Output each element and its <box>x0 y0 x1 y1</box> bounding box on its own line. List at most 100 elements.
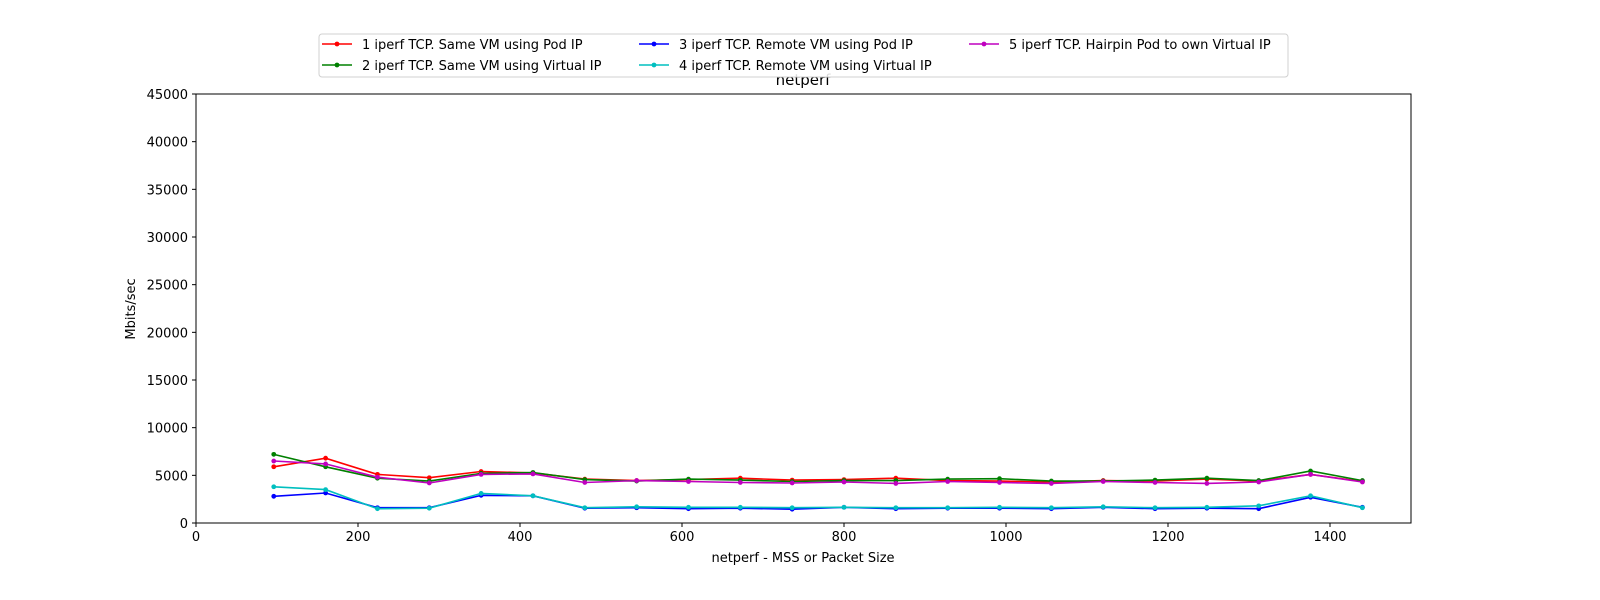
legend-marker <box>981 41 987 47</box>
data-point <box>737 504 743 510</box>
data-point <box>1100 479 1106 484</box>
y-tick-label: 0 <box>180 517 188 532</box>
legend-label: 3 iperf TCP. Remote VM using Pod IP <box>679 38 913 53</box>
data-point <box>426 475 432 481</box>
x-tick-label: 400 <box>508 530 533 545</box>
axes-layer: 0 200 400 600 800 1000 1200 1400 0 5000 10000 15000… <box>147 88 1412 545</box>
legend-entry: 2 iperf TCP. Same VM using Virtual IP <box>322 59 602 74</box>
data-point <box>1204 481 1210 486</box>
series-line <box>273 486 1363 510</box>
y-tick-label: 25000 <box>147 279 188 294</box>
data-point <box>789 480 795 486</box>
data-point <box>1308 493 1313 499</box>
data-point <box>271 451 277 457</box>
data-point <box>893 481 899 486</box>
data-point <box>945 479 951 484</box>
y-tick-label: 35000 <box>147 183 188 198</box>
data-point <box>1100 504 1106 510</box>
legend-frame <box>318 33 1289 78</box>
data-point <box>530 493 536 499</box>
legend-marker <box>651 41 657 47</box>
series-line <box>273 457 1363 483</box>
legend-entry: 1 iperf TCP. Same VM using Pod IP <box>322 38 583 53</box>
y-axis-label: Mbits/sec <box>124 278 139 339</box>
data-point <box>1308 468 1313 474</box>
y-tick-label: 30000 <box>147 231 188 246</box>
data-point <box>1204 475 1210 481</box>
data-point <box>945 505 951 511</box>
data-point <box>426 505 432 511</box>
y-tick-label: 40000 <box>147 136 188 151</box>
y-tick-label: 15000 <box>147 374 188 389</box>
series-3 <box>271 490 1365 512</box>
data-point <box>997 504 1002 510</box>
data-point <box>271 484 277 490</box>
data-point <box>789 505 795 511</box>
data-point <box>1256 479 1262 485</box>
legend-marker <box>334 41 340 47</box>
x-tick-label: 800 <box>832 530 857 545</box>
data-point <box>997 480 1002 485</box>
data-point <box>271 458 277 464</box>
x-tick-label: 1000 <box>989 530 1022 545</box>
data-point <box>1204 504 1210 510</box>
legend-marker <box>651 62 657 68</box>
series-line <box>273 460 1363 485</box>
data-point <box>1360 505 1365 511</box>
data-point <box>375 506 380 512</box>
legend-entry: 4 iperf TCP. Remote VM using Virtual IP <box>639 59 932 74</box>
series-5 <box>271 458 1365 486</box>
data-point <box>1256 503 1262 509</box>
data-point <box>1360 479 1365 485</box>
series-layer <box>271 451 1365 512</box>
data-point <box>686 479 691 484</box>
y-tick-label: 20000 <box>147 326 188 341</box>
x-tick-label: 1200 <box>1151 530 1184 545</box>
data-point <box>426 480 432 486</box>
plot-frame <box>195 93 1412 524</box>
legend: 1 iperf TCP. Same VM using Pod IP 2 iperf… <box>318 33 1289 78</box>
legend-entry: 5 iperf TCP. Hairpin Pod to own Virtual … <box>969 38 1271 53</box>
legend-label: 2 iperf TCP. Same VM using Virtual IP <box>362 59 602 74</box>
y-tick-label: 45000 <box>147 88 188 103</box>
data-point <box>841 479 847 485</box>
data-point <box>1308 471 1313 477</box>
x-tick-label: 0 <box>192 530 200 545</box>
data-point <box>634 478 640 483</box>
data-point <box>323 490 328 496</box>
y-tick-label: 5000 <box>155 469 188 484</box>
data-point <box>375 474 380 480</box>
legend-label: 4 iperf TCP. Remote VM using Virtual IP <box>679 59 932 74</box>
data-point <box>530 471 536 477</box>
series-4 <box>271 484 1365 512</box>
data-point <box>1048 505 1054 511</box>
legend-label: 5 iperf TCP. Hairpin Pod to own Virtual … <box>1009 38 1271 53</box>
data-point <box>478 491 484 496</box>
data-point <box>893 505 899 511</box>
data-point <box>323 461 328 467</box>
data-point <box>997 476 1002 482</box>
data-point <box>582 505 588 511</box>
data-point <box>323 455 328 461</box>
y-tick-label: 10000 <box>147 422 188 437</box>
data-point <box>582 480 588 485</box>
data-point <box>478 471 484 477</box>
data-point <box>737 480 743 485</box>
x-tick-label: 600 <box>670 530 695 545</box>
data-point <box>634 504 640 510</box>
data-point <box>1152 480 1158 485</box>
legend-label: 1 iperf TCP. Same VM using Pod IP <box>362 38 583 53</box>
data-point <box>1048 481 1054 486</box>
x-axis-label: netperf - MSS or Packet Size <box>711 551 894 566</box>
data-point <box>271 493 277 499</box>
series-line <box>273 453 1363 483</box>
x-tick-label: 1400 <box>1313 530 1346 545</box>
data-point <box>271 464 277 470</box>
data-point <box>323 487 328 493</box>
data-point <box>841 504 847 510</box>
data-point <box>686 504 691 510</box>
x-tick-label: 200 <box>346 530 371 545</box>
legend-entry: 3 iperf TCP. Remote VM using Pod IP <box>639 38 913 53</box>
data-point <box>1152 505 1158 511</box>
